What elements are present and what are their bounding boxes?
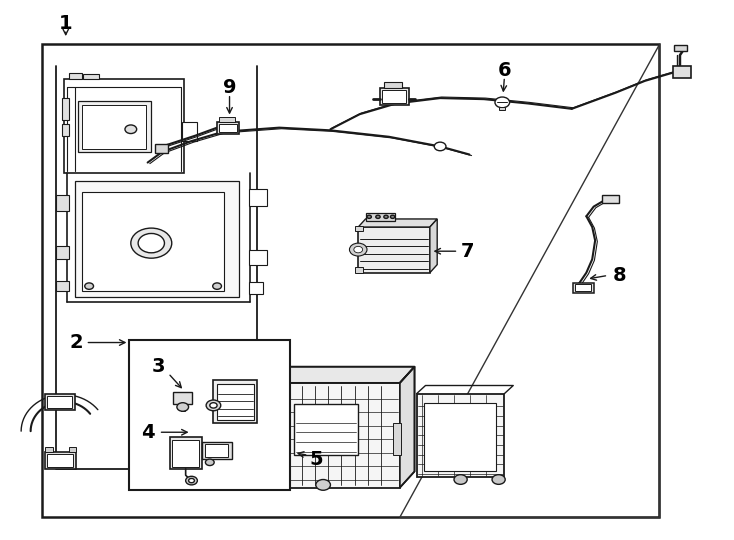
Circle shape <box>367 215 371 218</box>
Bar <box>62 124 70 136</box>
Bar <box>48 454 73 467</box>
Circle shape <box>354 246 363 253</box>
Circle shape <box>316 480 330 490</box>
Circle shape <box>454 475 467 484</box>
Bar <box>575 284 592 291</box>
Bar <box>672 66 691 78</box>
Bar <box>219 124 237 132</box>
Bar <box>499 107 505 110</box>
Circle shape <box>435 142 446 151</box>
Bar <box>172 440 199 467</box>
Text: 9: 9 <box>223 78 236 97</box>
Bar <box>355 226 363 231</box>
Text: 7: 7 <box>461 242 475 261</box>
Bar <box>81 105 146 149</box>
Text: 4: 4 <box>141 423 154 442</box>
Text: 1: 1 <box>59 15 73 33</box>
Bar <box>46 451 76 469</box>
Bar <box>417 394 504 477</box>
Bar <box>674 45 687 51</box>
Text: 3: 3 <box>152 357 165 376</box>
Polygon shape <box>358 219 437 227</box>
Bar <box>249 190 267 206</box>
Circle shape <box>131 228 172 258</box>
Bar <box>203 442 232 459</box>
Bar <box>69 447 76 451</box>
Bar <box>173 393 192 404</box>
Bar <box>83 74 99 79</box>
Bar <box>182 122 197 141</box>
Bar <box>272 383 400 488</box>
Bar <box>57 281 70 292</box>
Bar <box>62 98 70 119</box>
Bar <box>217 122 239 133</box>
Circle shape <box>125 125 137 133</box>
Bar <box>75 181 239 297</box>
Circle shape <box>189 478 195 483</box>
Circle shape <box>492 475 505 484</box>
Text: 8: 8 <box>612 266 626 285</box>
Bar <box>382 90 407 103</box>
Bar <box>249 249 267 265</box>
Bar <box>69 73 81 79</box>
Text: 5: 5 <box>309 450 323 469</box>
Bar <box>129 340 290 490</box>
Bar <box>249 282 264 294</box>
Bar <box>205 444 228 457</box>
Bar <box>48 396 72 408</box>
Circle shape <box>384 215 388 218</box>
Circle shape <box>206 459 214 465</box>
Circle shape <box>138 233 164 253</box>
Circle shape <box>210 403 217 408</box>
Bar <box>46 447 53 451</box>
Text: 2: 2 <box>70 333 84 352</box>
Circle shape <box>376 215 380 218</box>
Bar <box>64 79 184 173</box>
Circle shape <box>206 400 221 411</box>
Bar <box>380 89 410 105</box>
Bar <box>294 404 358 455</box>
Circle shape <box>177 403 189 411</box>
Bar <box>573 283 594 293</box>
Bar <box>57 246 70 259</box>
Polygon shape <box>430 219 437 273</box>
Bar <box>217 384 254 421</box>
Bar <box>57 195 70 211</box>
Circle shape <box>186 476 197 485</box>
Bar <box>219 117 236 122</box>
Text: 6: 6 <box>498 60 512 80</box>
Bar <box>393 423 401 455</box>
Circle shape <box>213 283 222 289</box>
Polygon shape <box>400 367 415 488</box>
Circle shape <box>495 97 509 108</box>
Bar <box>358 227 430 273</box>
Circle shape <box>84 283 93 289</box>
Bar <box>603 195 619 203</box>
Bar <box>170 436 203 469</box>
Bar <box>42 44 659 517</box>
Bar <box>424 403 495 471</box>
Bar <box>81 192 225 292</box>
Bar <box>366 213 395 220</box>
Bar <box>214 380 258 423</box>
Bar <box>78 101 151 152</box>
Circle shape <box>390 215 395 218</box>
Bar <box>355 267 363 273</box>
Bar <box>384 82 402 89</box>
Circle shape <box>349 243 367 256</box>
Bar <box>46 394 75 410</box>
Polygon shape <box>272 367 415 383</box>
Bar <box>155 144 168 153</box>
